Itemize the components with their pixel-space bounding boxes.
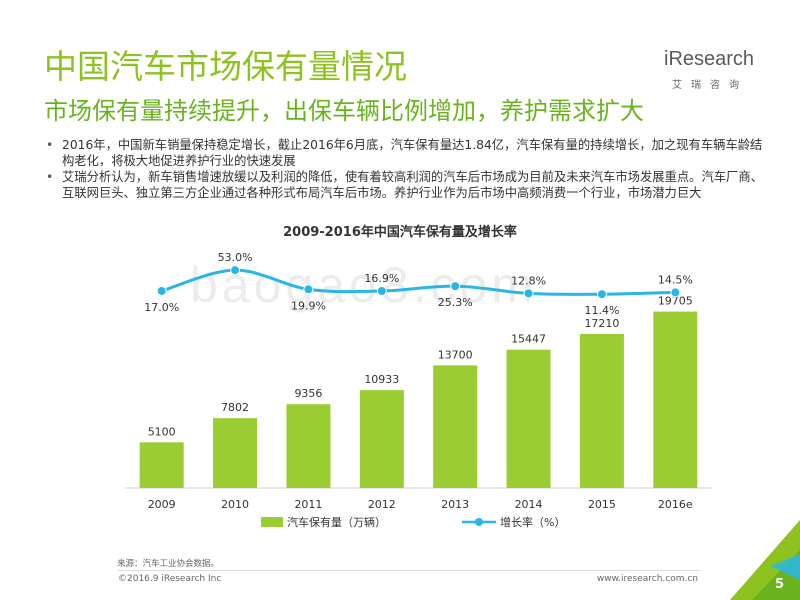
chart-title: 2009-2016年中国汽车保有量及增长率 [283,225,517,240]
bar-value-label: 10933 [364,373,399,386]
bar-value-label: 13700 [438,348,473,361]
bar [139,442,184,488]
legend-line-marker [475,518,483,526]
bar [579,333,624,488]
logo-word: iResearch [664,48,755,70]
bar [359,390,404,488]
page-title: 中国汽车市场保有量情况 [44,47,407,86]
footer-divider [118,570,700,571]
growth-rate-label: 11.4% [584,304,619,317]
bar-value-label: 5100 [148,425,176,438]
bar [653,311,698,488]
growth-rate-label: 25.3% [438,296,473,309]
growth-rate-label: 19.9% [291,299,326,312]
bullet-item: • 艾瑞分析认为，新车销售增速放缓以及利润的降低，使有着较高利润的汽车后市场成为目… [46,169,766,201]
bar-value-label: 15447 [511,333,546,346]
growth-rate-point [670,287,681,298]
bar [213,418,258,488]
x-tick-label: 2016e [658,498,693,511]
bar [433,365,478,488]
growth-rate-point [303,284,314,295]
growth-rate-label: 17.0% [144,301,179,314]
bar-value-label: 17210 [584,317,619,330]
growth-rate-point [523,288,534,299]
x-tick-label: 2014 [515,498,543,511]
growth-rate-label: 12.8% [511,274,546,287]
bullet-dot-icon: • [46,138,54,152]
bar-value-label: 7802 [221,401,249,414]
corner-decoration [730,520,800,600]
bullet-list: • 2016年，中国新车销量保持稳定增长，截止2016年6月底，汽车保有量达1.8… [46,137,766,201]
growth-rate-line [161,268,676,296]
website-link[interactable]: www.iresearch.com.cn [596,574,698,584]
growth-rate-point [230,265,241,276]
legend-bar-swatch [261,517,283,527]
x-tick-label: 2009 [148,498,176,511]
bar [506,349,551,488]
bullet-text: 艾瑞分析认为，新车销售增速放缓以及利润的降低，使有着较高利润的汽车后市场成为目前… [62,170,763,200]
bar [286,404,331,488]
growth-rate-point [596,289,607,300]
growth-rate-point [450,281,461,292]
x-tick-label: 2010 [221,498,249,511]
page-number: 5 [774,577,784,592]
x-tick-label: 2011 [294,498,322,511]
bullet-text: 2016年，中国新车销量保持稳定增长，截止2016年6月底，汽车保有量达1.84… [62,138,763,168]
bar-value-label: 19705 [658,295,693,308]
copyright: ©2016.9 iResearch Inc [118,574,222,584]
bar-value-label: 9356 [294,387,322,400]
legend-bar-label: 汽车保有量（万辆） [287,515,386,529]
page-subtitle: 市场保有量持续提升，出保车辆比例增加，养护需求扩大 [44,97,644,125]
growth-rate-label: 16.9% [364,272,399,285]
source-note: 来源：汽车工业协会数据。 [117,559,220,569]
bullet-item: • 2016年，中国新车销量保持稳定增长，截止2016年6月底，汽车保有量达1.8… [46,137,766,169]
x-tick-label: 2012 [368,498,396,511]
x-tick-label: 2015 [588,498,616,511]
growth-rate-label: 53.0% [218,251,253,264]
growth-rate-point [156,285,167,296]
legend-line-label: 增长率（%） [500,515,565,529]
growth-rate-point [376,286,387,297]
growth-rate-label: 14.5% [658,273,693,286]
x-tick-label: 2013 [441,498,469,511]
logo-cn: 艾瑞咨询 [672,80,748,91]
bullet-dot-icon: • [46,170,54,184]
iresearch-logo: iResearch 艾瑞咨询 [664,44,764,104]
